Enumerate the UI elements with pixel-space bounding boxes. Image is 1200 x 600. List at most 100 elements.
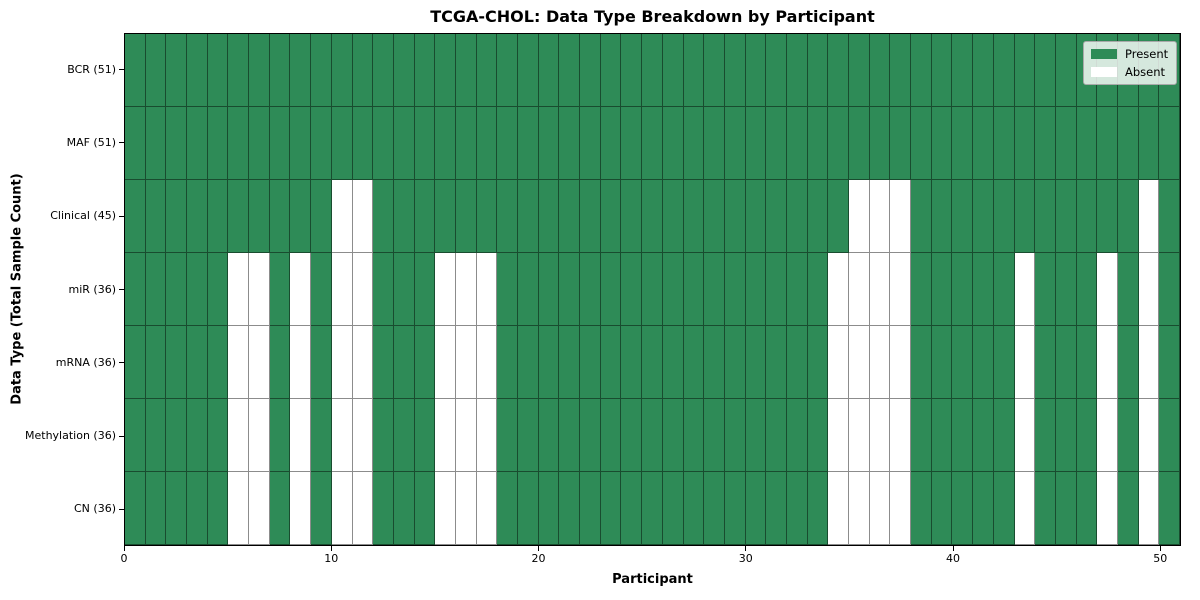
heatmap-cell	[207, 34, 229, 107]
heatmap-cell	[600, 180, 622, 253]
heatmap-cell	[1014, 107, 1036, 180]
heatmap-cell	[580, 472, 601, 545]
heatmap-cell	[1117, 472, 1139, 545]
heatmap-cell	[352, 180, 374, 253]
heatmap-cell	[435, 399, 456, 472]
x-tick-label: 50	[1153, 552, 1168, 565]
heatmap-cell	[828, 253, 850, 326]
heatmap-cell	[704, 472, 725, 545]
heatmap-cell	[166, 34, 188, 107]
heatmap-cell	[228, 253, 250, 326]
heatmap-cell	[1097, 180, 1118, 253]
y-tick-label: miR (36)	[68, 282, 117, 296]
heatmap-cell	[497, 253, 519, 326]
heatmap-cell	[766, 180, 787, 253]
heatmap-cell	[393, 326, 415, 399]
heatmap-cell	[580, 326, 601, 399]
heatmap-cell	[290, 34, 312, 107]
heatmap-cell	[849, 472, 870, 545]
heatmap-cell	[414, 399, 436, 472]
heatmap-cell	[559, 180, 581, 253]
heatmap-cell	[1117, 107, 1139, 180]
heatmap-cell	[228, 472, 250, 545]
heatmap-cell	[580, 107, 601, 180]
heatmap-cell	[249, 472, 270, 545]
heatmap-cell	[766, 326, 787, 399]
heatmap-cell	[621, 34, 643, 107]
heatmap-cell	[1159, 253, 1180, 326]
heatmap-cell	[807, 472, 829, 545]
x-tick-label: 10	[324, 552, 339, 565]
heatmap-cell	[683, 180, 705, 253]
heatmap-cell	[807, 107, 829, 180]
heatmap-cell	[228, 34, 250, 107]
heatmap-cell	[890, 34, 912, 107]
heatmap-cell	[973, 326, 994, 399]
heatmap-cell	[952, 472, 974, 545]
legend-label: Absent	[1125, 65, 1166, 79]
heatmap-cell	[559, 253, 581, 326]
heatmap-cell	[931, 399, 953, 472]
heatmap-cell	[911, 34, 932, 107]
chart-title: TCGA-CHOL: Data Type Breakdown by Partic…	[430, 7, 875, 26]
heatmap-cell	[766, 107, 787, 180]
heatmap-cell	[414, 180, 436, 253]
heatmap-cell	[1076, 180, 1098, 253]
heatmap-cell	[373, 34, 394, 107]
heatmap-cell	[621, 180, 643, 253]
heatmap-cell	[766, 253, 787, 326]
heatmap-cell	[1055, 107, 1077, 180]
heatmap-cell	[766, 399, 787, 472]
heatmap-cell	[228, 180, 250, 253]
heatmap-cell	[559, 34, 581, 107]
heatmap-cell	[166, 326, 188, 399]
heatmap-cell	[269, 399, 291, 472]
heatmap-cell	[973, 107, 994, 180]
heatmap-cell	[1035, 472, 1056, 545]
heatmap-cell	[311, 253, 332, 326]
heatmap-cell	[1138, 253, 1160, 326]
heatmap-cell	[393, 399, 415, 472]
heatmap-cell	[290, 253, 312, 326]
heatmap-cell	[125, 34, 146, 107]
heatmap-cell	[1014, 253, 1036, 326]
heatmap-cell	[125, 107, 146, 180]
heatmap-cell	[911, 253, 932, 326]
heatmap-cell	[207, 326, 229, 399]
y-tick-mark	[119, 69, 124, 71]
x-tick-mark	[330, 546, 332, 551]
heatmap-cell	[869, 399, 891, 472]
heatmap-cell	[311, 326, 332, 399]
heatmap-cell	[621, 253, 643, 326]
x-tick-mark	[538, 546, 539, 551]
heatmap-cell	[952, 253, 974, 326]
heatmap-cell	[518, 180, 539, 253]
heatmap-cell	[931, 472, 953, 545]
heatmap-cell	[662, 399, 684, 472]
heatmap-cell	[187, 34, 208, 107]
heatmap-cell	[849, 107, 870, 180]
heatmap-cell	[807, 34, 829, 107]
heatmap-cell	[187, 399, 208, 472]
heatmap-cell	[1055, 180, 1077, 253]
heatmap-cell	[911, 472, 932, 545]
heatmap-cell	[911, 107, 932, 180]
heatmap-cell	[455, 180, 477, 253]
heatmap-cell	[993, 253, 1015, 326]
heatmap-cell	[642, 107, 663, 180]
heatmap-cell	[249, 399, 270, 472]
heatmap-cell	[724, 326, 746, 399]
heatmap-cell	[269, 34, 291, 107]
heatmap-cell	[724, 107, 746, 180]
heatmap-cell	[518, 472, 539, 545]
heatmap-cell	[869, 253, 891, 326]
heatmap-cell	[414, 472, 436, 545]
heatmap-cell	[455, 253, 477, 326]
heatmap-cell	[580, 180, 601, 253]
heatmap-cell	[352, 399, 374, 472]
heatmap-cell	[724, 180, 746, 253]
heatmap-cell	[538, 472, 560, 545]
heatmap-cell	[538, 180, 560, 253]
heatmap-cell	[600, 34, 622, 107]
heatmap-cell	[993, 180, 1015, 253]
